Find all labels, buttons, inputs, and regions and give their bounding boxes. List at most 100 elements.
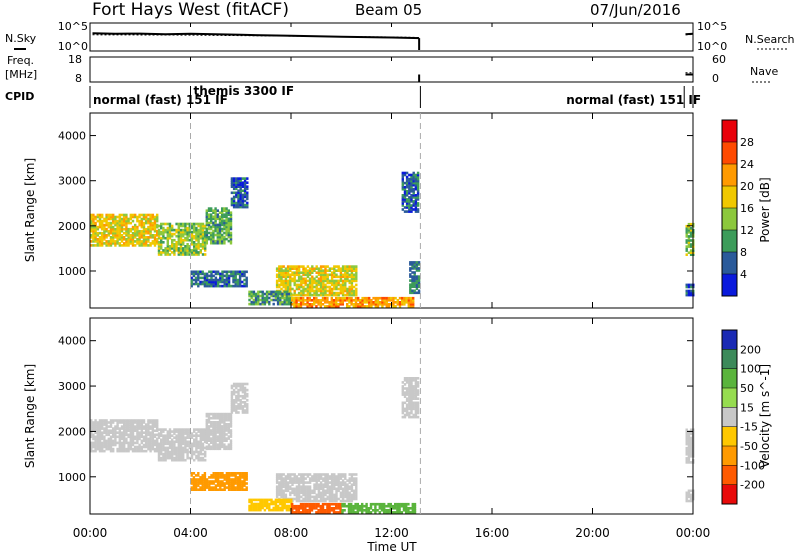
- data-cell: [201, 232, 205, 236]
- data-cell: [142, 231, 146, 235]
- data-cell: [403, 387, 407, 390]
- data-cell: [408, 173, 411, 177]
- data-cell: [218, 235, 222, 239]
- data-cell: [275, 487, 279, 491]
- data-cell: [315, 283, 318, 287]
- data-cell: [179, 450, 183, 454]
- data-cell: [315, 504, 318, 508]
- colorbar-swatch: [722, 120, 737, 143]
- data-cell: [210, 274, 213, 278]
- data-cell: [193, 450, 196, 454]
- data-cell: [322, 271, 325, 274]
- data-cell: [243, 278, 246, 282]
- data-cell: [116, 435, 119, 439]
- data-cell: [193, 245, 196, 248]
- data-cell: [207, 425, 211, 428]
- data-cell: [171, 450, 174, 454]
- data-cell: [96, 238, 99, 241]
- data-cell: [147, 225, 150, 229]
- data-cell: [376, 296, 380, 300]
- data-cell: [123, 443, 126, 447]
- data-cell: [186, 456, 189, 460]
- data-cell: [284, 281, 288, 285]
- data-cell: [225, 482, 229, 485]
- data-cell: [304, 493, 307, 497]
- data-cell: [230, 284, 233, 288]
- data-cell: [205, 423, 208, 426]
- data-cell: [412, 192, 415, 195]
- data-cell: [324, 271, 327, 274]
- data-cell: [403, 391, 407, 394]
- data-cell: [276, 498, 280, 502]
- data-cell: [140, 423, 143, 426]
- data-cell: [347, 507, 351, 510]
- data-cell: [283, 296, 286, 300]
- data-cell: [112, 431, 115, 434]
- data-cell: [197, 454, 200, 458]
- data-cell: [308, 269, 312, 272]
- data-cell: [190, 282, 193, 286]
- data-cell: [156, 429, 159, 432]
- data-cell: [197, 284, 200, 288]
- data-cell: [243, 396, 247, 400]
- data-cell: [131, 429, 135, 432]
- data-cell: [363, 296, 366, 300]
- data-cell: [333, 279, 336, 283]
- data-cell: [147, 227, 150, 231]
- data-cell: [310, 305, 314, 308]
- data-cell: [147, 219, 150, 223]
- data-cell: [147, 427, 150, 430]
- data-cell: [103, 431, 106, 434]
- data-cell: [98, 236, 102, 239]
- data-cell: [414, 194, 418, 197]
- data-cell: [131, 439, 135, 443]
- data-cell: [199, 436, 202, 439]
- data-cell: [190, 251, 194, 254]
- data-cell: [330, 291, 334, 295]
- data-cell: [403, 206, 407, 209]
- data-cell: [125, 431, 128, 434]
- data-cell: [157, 448, 161, 452]
- data-cell: [687, 434, 691, 438]
- data-cell: [392, 305, 395, 308]
- data-cell: [149, 231, 152, 235]
- data-cell: [234, 486, 237, 489]
- data-cell: [326, 511, 329, 514]
- data-cell: [236, 476, 240, 479]
- data-cell: [317, 509, 320, 512]
- data-cell: [225, 418, 228, 422]
- data-cell: [689, 493, 693, 497]
- data-cell: [363, 509, 366, 512]
- data-cell: [413, 507, 417, 510]
- data-cell: [281, 498, 284, 502]
- data-cell: [184, 444, 187, 448]
- data-cell: [284, 477, 288, 480]
- data-cell: [398, 511, 401, 514]
- data-cell: [408, 389, 411, 392]
- data-cell: [230, 472, 233, 475]
- data-cell: [153, 433, 157, 437]
- data-cell: [355, 265, 358, 268]
- data-cell: [280, 265, 283, 268]
- data-cell: [98, 242, 102, 245]
- data-cell: [376, 301, 380, 304]
- data-cell: [414, 202, 418, 205]
- data-cell: [311, 267, 314, 270]
- data-cell: [184, 440, 187, 444]
- data-cell: [118, 429, 121, 432]
- data-cell: [212, 441, 215, 444]
- data-cell: [182, 448, 185, 452]
- data-cell: [129, 441, 132, 445]
- data-cell: [279, 508, 282, 512]
- data-cell: [201, 484, 204, 487]
- data-cell: [201, 438, 205, 442]
- data-cell: [278, 493, 281, 497]
- data-cell: [289, 289, 292, 293]
- data-cell: [361, 301, 364, 304]
- data-cell: [408, 385, 411, 388]
- data-cell: [412, 194, 415, 197]
- data-cell: [125, 240, 128, 243]
- data-cell: [335, 265, 338, 268]
- data-cell: [285, 500, 289, 504]
- power-ylabel: Slant Range [km]: [23, 158, 37, 262]
